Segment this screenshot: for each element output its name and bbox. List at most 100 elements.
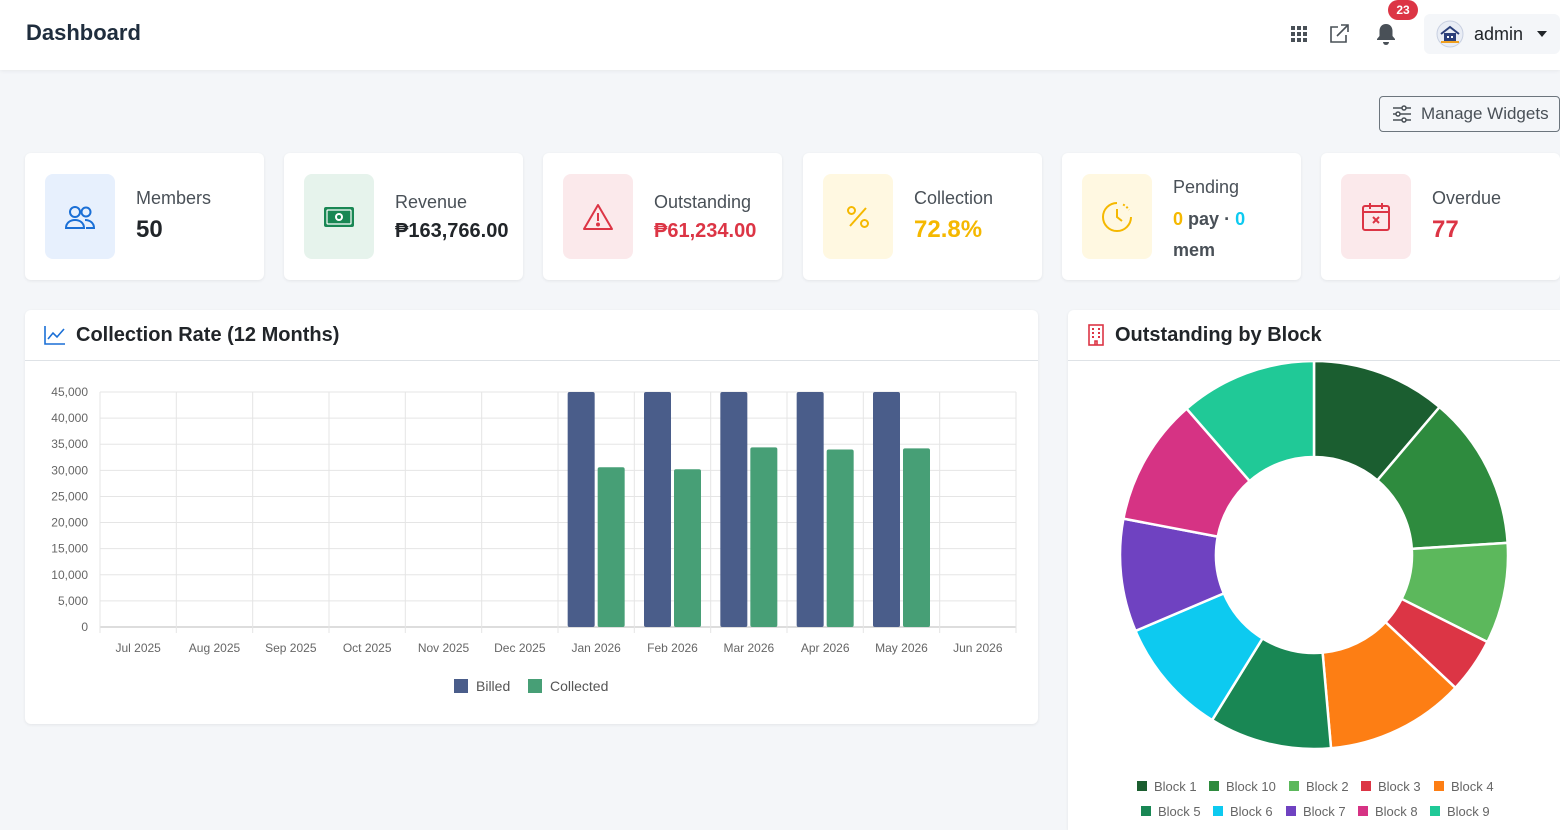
legend-swatch[interactable] — [1289, 781, 1299, 791]
x-tick-label: Oct 2025 — [343, 641, 392, 655]
pending-separator: · — [1224, 209, 1231, 229]
legend-swatch[interactable] — [1361, 781, 1371, 791]
y-tick-label: 0 — [81, 620, 88, 634]
legend-swatch[interactable] — [1213, 806, 1223, 816]
bell-icon[interactable] — [1373, 21, 1399, 47]
legend-swatch[interactable] — [1358, 806, 1368, 816]
collection-card[interactable]: Collection 72.8% — [803, 153, 1042, 280]
collection-label: Collection — [914, 188, 994, 208]
legend-label[interactable]: Block 4 — [1451, 779, 1494, 794]
building-icon — [1088, 324, 1104, 346]
y-tick-label: 45,000 — [51, 385, 88, 399]
members-value: 50 — [136, 216, 163, 243]
bar-collected[interactable] — [826, 449, 854, 627]
x-tick-label: Jan 2026 — [571, 641, 621, 655]
legend-label[interactable]: Block 6 — [1230, 804, 1273, 819]
x-tick-label: Apr 2026 — [801, 641, 850, 655]
legend-label[interactable]: Block 8 — [1375, 804, 1418, 819]
legend-swatch[interactable] — [1209, 781, 1219, 791]
y-tick-label: 5,000 — [58, 594, 88, 608]
x-tick-label: Nov 2025 — [418, 641, 470, 655]
x-tick-label: Jun 2026 — [953, 641, 1003, 655]
external-link-icon[interactable] — [1326, 21, 1352, 47]
revenue-label: Revenue — [395, 192, 468, 212]
legend-label[interactable]: Block 7 — [1303, 804, 1346, 819]
bar-billed[interactable] — [644, 392, 671, 627]
revenue-value: ₱163,766.00 — [395, 220, 509, 242]
collection-rate-title: Collection Rate (12 Months) — [76, 323, 340, 346]
y-tick-label: 20,000 — [51, 516, 88, 530]
legend-swatch[interactable] — [1137, 781, 1147, 791]
x-tick-label: Jul 2025 — [115, 641, 161, 655]
pending-mem-count: 0 — [1235, 209, 1246, 229]
outstanding-value: ₱61,234.00 — [654, 220, 757, 242]
warning-icon — [563, 174, 633, 259]
x-tick-label: Feb 2026 — [647, 641, 698, 655]
legend-label[interactable]: Billed — [476, 678, 510, 694]
legend-label[interactable]: Block 5 — [1158, 804, 1201, 819]
outstanding-label: Outstanding — [654, 192, 752, 212]
legend-label[interactable]: Block 2 — [1306, 779, 1349, 794]
legend-swatch[interactable] — [1430, 806, 1440, 816]
legend-swatch[interactable] — [528, 679, 542, 693]
sliders-icon — [1393, 105, 1411, 123]
outstanding-block-header: Outstanding by Block — [1068, 310, 1560, 361]
outstanding-card[interactable]: Outstanding ₱61,234.00 — [543, 153, 782, 280]
pending-card[interactable]: Pending 0 pay · 0 mem — [1062, 153, 1301, 280]
collection-value: 72.8% — [914, 216, 983, 243]
legend-swatch[interactable] — [1141, 806, 1151, 816]
chevron-down-icon — [1537, 31, 1548, 37]
pending-pay-text: pay — [1188, 209, 1220, 229]
bar-billed[interactable] — [567, 392, 595, 627]
revenue-card[interactable]: Revenue ₱163,766.00 — [284, 153, 523, 280]
legend-label[interactable]: Block 1 — [1154, 779, 1197, 794]
calendar-x-icon — [1341, 174, 1411, 259]
overdue-card[interactable]: Overdue 77 — [1321, 153, 1560, 280]
legend-swatch[interactable] — [1434, 781, 1444, 791]
page-title: Dashboard — [26, 20, 141, 45]
top-navbar: Dashboard 23 — [0, 0, 1560, 70]
notification-badge: 23 — [1388, 0, 1418, 20]
y-tick-label: 40,000 — [51, 411, 88, 425]
percent-icon — [823, 174, 893, 259]
x-tick-label: Aug 2025 — [189, 641, 241, 655]
pending-mem-text: mem — [1173, 240, 1216, 260]
x-tick-label: May 2026 — [875, 641, 928, 655]
x-tick-label: Sep 2025 — [265, 641, 317, 655]
outstanding-block-title: Outstanding by Block — [1115, 323, 1322, 346]
manage-widgets-label: Manage Widgets — [1421, 104, 1549, 123]
y-tick-label: 35,000 — [51, 437, 88, 451]
x-tick-label: Dec 2025 — [494, 641, 546, 655]
bar-billed[interactable] — [873, 392, 900, 627]
legend-label[interactable]: Block 10 — [1226, 779, 1276, 794]
legend-label[interactable]: Block 9 — [1447, 804, 1490, 819]
users-icon — [45, 174, 115, 259]
user-name: admin — [1474, 23, 1524, 44]
avatar — [1436, 20, 1464, 48]
bar-collected[interactable] — [903, 448, 930, 627]
collection-rate-panel: Collection Rate (12 Months) 0 5,000 10,000… — [25, 310, 1038, 724]
legend-swatch[interactable] — [1286, 806, 1296, 816]
members-card[interactable]: Members 50 — [25, 153, 264, 280]
bar-collected[interactable] — [750, 447, 778, 627]
bar-collected[interactable] — [597, 467, 625, 627]
collection-rate-header: Collection Rate (12 Months) — [25, 310, 1038, 361]
legend-swatch[interactable] — [454, 679, 468, 693]
apps-grid-icon[interactable] — [1286, 21, 1312, 47]
donut-slice-block-9[interactable] — [1184, 361, 1316, 483]
bar-billed[interactable] — [796, 392, 824, 627]
legend-label[interactable]: Block 3 — [1378, 779, 1421, 794]
bar-billed[interactable] — [720, 392, 748, 627]
bar-collected[interactable] — [674, 469, 701, 627]
legend-label[interactable]: Collected — [550, 678, 608, 694]
collection-rate-chart: 0 5,000 10,000 15,000 20,000 25,000 30,000 35,0… — [51, 385, 1017, 694]
line-chart-icon — [44, 326, 65, 345]
y-tick-label: 30,000 — [51, 463, 88, 477]
user-menu[interactable]: admin — [1424, 14, 1560, 54]
overdue-label: Overdue — [1432, 188, 1502, 208]
manage-widgets-button[interactable]: Manage Widgets — [1379, 96, 1560, 132]
y-tick-label: 10,000 — [51, 568, 88, 582]
cash-icon — [304, 174, 374, 259]
pending-value: 0 pay · 0 mem — [1173, 204, 1283, 266]
members-label: Members — [136, 188, 212, 208]
